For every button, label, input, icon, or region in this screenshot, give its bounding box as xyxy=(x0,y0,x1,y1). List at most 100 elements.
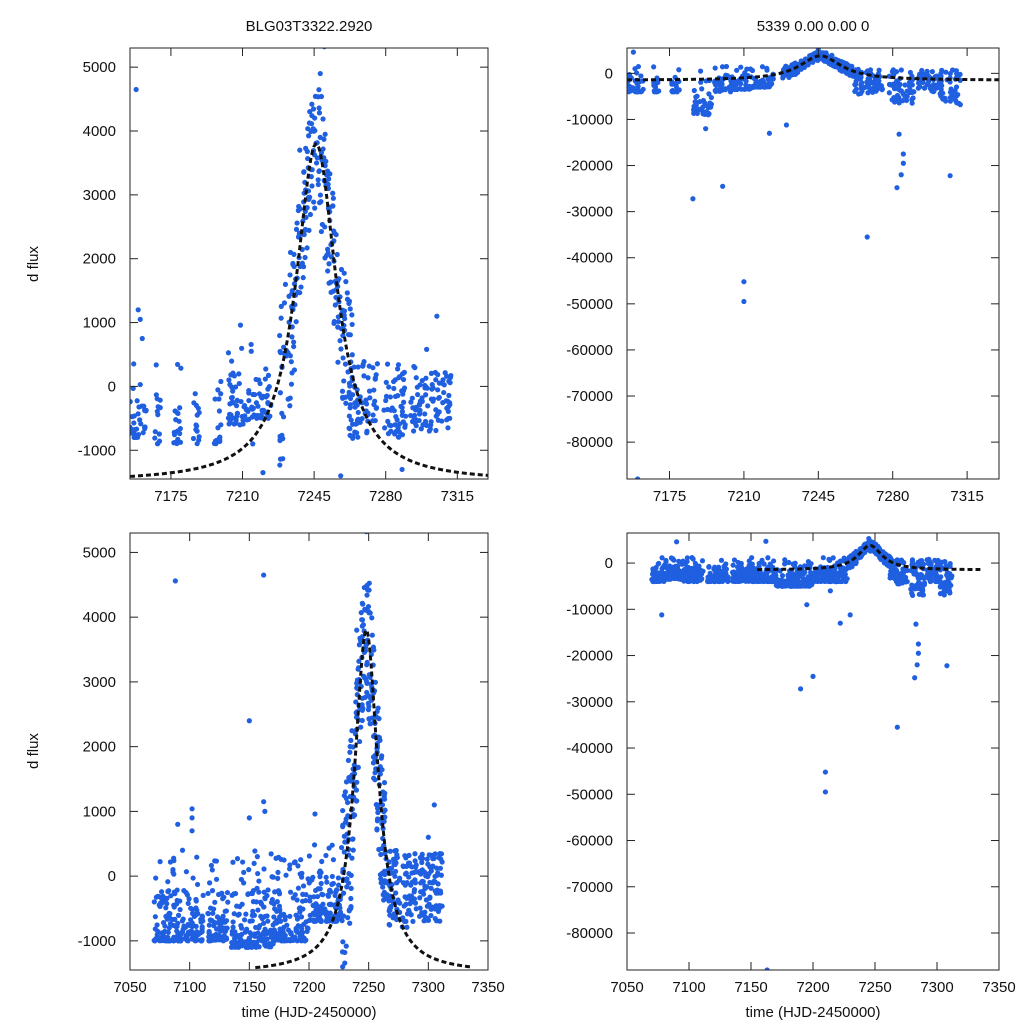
data-point xyxy=(349,855,355,861)
data-point xyxy=(358,610,364,616)
data-point xyxy=(288,929,294,936)
x-tick-label: 7050 xyxy=(113,979,146,996)
data-point xyxy=(419,859,425,866)
data-point xyxy=(933,83,940,90)
data-point xyxy=(432,916,438,922)
data-point xyxy=(287,889,294,895)
data-point xyxy=(232,933,238,939)
data-point xyxy=(287,272,293,278)
data-point xyxy=(676,67,682,73)
data-point xyxy=(932,557,938,563)
data-point xyxy=(153,362,159,368)
data-point xyxy=(404,924,410,930)
data-point xyxy=(171,440,177,446)
x-tick-label: 7150 xyxy=(734,979,767,996)
data-point xyxy=(209,867,215,873)
data-point xyxy=(194,428,200,434)
data-point xyxy=(153,392,159,398)
data-point xyxy=(317,70,323,77)
data-point xyxy=(275,918,281,925)
data-point xyxy=(441,389,447,396)
data-point xyxy=(211,906,217,912)
data-point xyxy=(434,313,440,319)
data-point xyxy=(387,907,393,913)
data-point xyxy=(212,899,218,905)
data-point xyxy=(199,929,205,935)
data-point xyxy=(697,106,703,112)
data-point xyxy=(199,938,205,944)
data-point xyxy=(185,900,191,906)
data-point xyxy=(347,426,353,432)
data-point xyxy=(652,84,659,90)
y-tick-label: -20000 xyxy=(566,648,613,665)
data-point xyxy=(434,411,441,417)
data-point xyxy=(228,395,235,401)
chart-panel-tl: 7175 7210 7245 7280 7315 -1000 0 1000 2000 3000 40… xyxy=(78,47,489,505)
data-point xyxy=(627,88,633,94)
data-point xyxy=(348,895,354,902)
data-point xyxy=(254,885,260,891)
data-point xyxy=(246,867,252,873)
data-point xyxy=(690,556,696,562)
data-point xyxy=(741,279,747,285)
data-point xyxy=(310,874,316,880)
data-point xyxy=(175,436,181,442)
data-point xyxy=(367,395,373,401)
data-layer xyxy=(151,533,471,970)
data-point xyxy=(214,914,221,920)
data-point xyxy=(671,89,677,95)
data-point xyxy=(263,943,269,949)
data-point xyxy=(387,848,393,854)
data-point xyxy=(391,911,397,917)
data-point xyxy=(649,571,656,577)
data-point xyxy=(399,466,405,473)
data-point xyxy=(191,400,197,406)
data-point xyxy=(425,834,431,840)
data-point xyxy=(276,891,283,897)
data-point xyxy=(225,350,232,356)
data-point xyxy=(938,579,944,586)
data-point xyxy=(305,155,311,162)
data-point xyxy=(289,936,295,942)
data-point xyxy=(317,868,323,874)
data-point xyxy=(380,789,386,795)
data-point xyxy=(635,476,641,479)
y-tick-label: 3000 xyxy=(83,674,116,691)
data-point xyxy=(818,578,824,584)
data-point xyxy=(334,251,340,258)
data-point xyxy=(272,906,278,912)
figure-title-left: BLG03T3322.2920 xyxy=(246,18,373,35)
data-point xyxy=(634,89,640,95)
data-point xyxy=(663,576,669,582)
data-point xyxy=(261,572,267,578)
data-point xyxy=(336,276,342,282)
data-point xyxy=(256,377,262,383)
data-point xyxy=(295,885,302,891)
data-point xyxy=(864,79,870,85)
y-tick-label: 0 xyxy=(108,378,116,395)
data-point xyxy=(383,393,390,399)
data-point xyxy=(412,858,418,864)
data-point xyxy=(749,555,755,561)
data-point xyxy=(242,929,248,935)
data-point xyxy=(392,377,398,383)
data-point xyxy=(329,873,335,880)
data-point xyxy=(319,858,325,865)
data-point xyxy=(231,911,237,917)
data-point xyxy=(723,63,730,70)
data-point xyxy=(822,789,829,795)
data-point xyxy=(252,933,258,939)
data-point xyxy=(795,575,802,581)
data-point xyxy=(947,89,954,95)
data-point xyxy=(298,857,304,863)
data-point xyxy=(819,50,825,56)
data-point xyxy=(630,49,636,55)
y-tick-label: -10000 xyxy=(566,111,613,128)
data-point xyxy=(287,249,294,256)
data-point xyxy=(298,923,304,930)
data-point xyxy=(436,380,442,386)
data-point xyxy=(343,795,349,802)
data-point xyxy=(369,632,375,638)
data-point xyxy=(876,78,882,84)
data-point xyxy=(249,414,255,420)
